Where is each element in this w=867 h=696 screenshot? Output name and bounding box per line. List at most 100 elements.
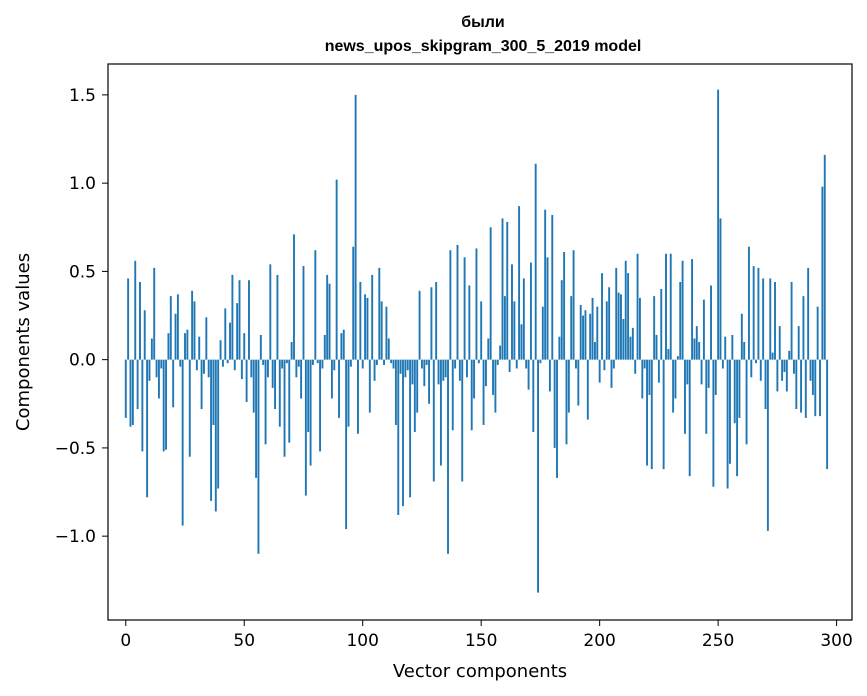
bar xyxy=(338,359,340,418)
bar xyxy=(262,359,265,365)
bar xyxy=(257,359,260,554)
bar xyxy=(743,342,746,360)
bar xyxy=(473,359,476,399)
bar xyxy=(641,359,644,399)
chart-subtitle: news_upos_skipgram_300_5_2019 model xyxy=(325,38,642,55)
x-axis-label: Vector components xyxy=(393,661,567,682)
bar xyxy=(169,296,172,360)
bar xyxy=(532,359,535,433)
bar xyxy=(707,359,710,388)
bar xyxy=(567,359,570,413)
y-tick-label: 1.5 xyxy=(69,86,96,106)
bar xyxy=(430,287,433,360)
bar xyxy=(233,359,236,371)
bar xyxy=(378,267,381,360)
bar xyxy=(525,359,528,369)
bar xyxy=(449,250,452,360)
bar xyxy=(248,280,250,360)
bar xyxy=(579,304,582,360)
bar xyxy=(736,359,739,477)
bar xyxy=(477,359,480,364)
bar xyxy=(127,278,130,360)
bar xyxy=(821,186,824,360)
bar xyxy=(371,274,374,360)
bar xyxy=(411,359,414,385)
bar xyxy=(380,301,383,360)
bar xyxy=(717,89,720,360)
bar xyxy=(541,306,544,360)
bar xyxy=(439,359,442,466)
bar xyxy=(629,336,632,360)
bar xyxy=(601,273,603,360)
bar xyxy=(503,296,506,360)
bar xyxy=(447,359,449,554)
bar xyxy=(458,359,461,381)
y-tick-label: −1.0 xyxy=(55,527,96,547)
bar xyxy=(231,274,234,360)
bar xyxy=(667,349,670,360)
bar xyxy=(205,317,208,360)
bar xyxy=(259,334,262,360)
bar xyxy=(807,267,810,360)
x-tick-label: 300 xyxy=(820,631,852,651)
bar xyxy=(387,338,390,360)
bar xyxy=(515,359,518,369)
bar xyxy=(648,359,651,395)
bar xyxy=(437,359,440,385)
bar xyxy=(285,359,288,364)
bar xyxy=(563,251,566,360)
bar xyxy=(665,253,667,360)
bar xyxy=(501,218,504,360)
bar xyxy=(797,326,800,360)
bar xyxy=(691,259,694,360)
bar xyxy=(276,274,279,360)
bar xyxy=(347,359,350,427)
bar xyxy=(240,359,243,380)
bar xyxy=(224,308,227,360)
bar xyxy=(274,359,276,410)
bar xyxy=(167,333,170,360)
bar xyxy=(586,359,589,420)
bar xyxy=(511,264,513,360)
bar xyxy=(162,359,165,452)
bar xyxy=(795,359,798,410)
bar xyxy=(589,313,592,360)
bar xyxy=(819,359,821,417)
bar xyxy=(624,260,627,360)
bar xyxy=(421,359,423,369)
bar xyxy=(584,310,587,360)
bar xyxy=(314,250,317,360)
bar xyxy=(672,359,675,413)
bar xyxy=(617,292,620,360)
bar xyxy=(650,359,653,470)
bar xyxy=(357,359,359,434)
bar xyxy=(520,324,523,360)
bar xyxy=(466,359,468,378)
bar xyxy=(484,359,487,387)
bar xyxy=(705,359,708,434)
bar xyxy=(612,359,615,369)
bar xyxy=(660,289,663,360)
bar xyxy=(551,214,554,360)
bar xyxy=(693,338,696,360)
bar xyxy=(214,359,217,512)
bar xyxy=(759,359,762,381)
bar xyxy=(316,359,319,364)
y-axis-label: Components values xyxy=(13,253,34,431)
y-tick-label: 0.0 xyxy=(69,351,96,371)
bar xyxy=(252,359,255,413)
bar xyxy=(610,359,613,388)
bar xyxy=(764,359,767,410)
bar xyxy=(482,359,485,425)
x-tick-label: 50 xyxy=(233,631,255,651)
bar xyxy=(193,301,196,360)
bar xyxy=(684,359,686,434)
bar xyxy=(413,359,416,433)
bar xyxy=(674,359,677,399)
bar xyxy=(186,329,189,360)
bar xyxy=(615,267,618,360)
bar xyxy=(212,359,215,425)
bar xyxy=(738,359,741,418)
bar xyxy=(340,333,343,360)
x-axis: 0 50 100 150 200 250 300 xyxy=(120,620,853,651)
